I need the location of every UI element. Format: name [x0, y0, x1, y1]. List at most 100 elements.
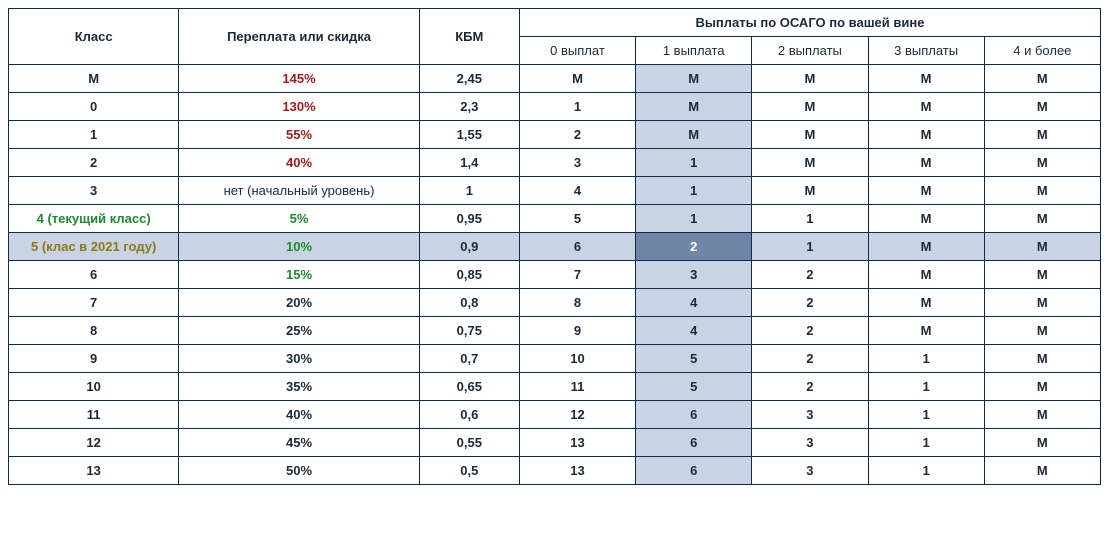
table-row: 5 (клас в 2021 году)10%0,9621ММ [9, 233, 1101, 261]
cell-kbm: 0,65 [419, 373, 519, 401]
col-header-kbm: КБМ [419, 9, 519, 65]
cell-p1: 5 [636, 345, 752, 373]
cell-kbm: 0,7 [419, 345, 519, 373]
cell-p0: 2 [519, 121, 635, 149]
cell-p2: М [752, 65, 868, 93]
cell-p0: 4 [519, 177, 635, 205]
table-row: 720%0,8842ММ [9, 289, 1101, 317]
table-row: 1035%0,6511521М [9, 373, 1101, 401]
cell-p3: М [868, 261, 984, 289]
cell-kbm: 0,55 [419, 429, 519, 457]
cell-p2: 2 [752, 289, 868, 317]
cell-p1: М [636, 93, 752, 121]
cell-overpay: 15% [179, 261, 419, 289]
col-header-p3: 3 выплаты [868, 37, 984, 65]
cell-p4: М [984, 261, 1100, 289]
cell-p3: М [868, 93, 984, 121]
cell-p4: М [984, 457, 1100, 485]
cell-p4: М [984, 345, 1100, 373]
col-header-overpay: Переплата или скидка [179, 9, 419, 65]
cell-p0: 3 [519, 149, 635, 177]
cell-overpay: 40% [179, 149, 419, 177]
cell-p3: М [868, 177, 984, 205]
cell-p1: 3 [636, 261, 752, 289]
cell-p2: 3 [752, 457, 868, 485]
table-row: 1350%0,513631М [9, 457, 1101, 485]
cell-class: 9 [9, 345, 179, 373]
cell-class: 0 [9, 93, 179, 121]
cell-overpay: 35% [179, 373, 419, 401]
table-row: 3нет (начальный уровень)141МММ [9, 177, 1101, 205]
cell-overpay: 30% [179, 345, 419, 373]
table-row: 4 (текущий класс)5%0,95511ММ [9, 205, 1101, 233]
cell-p4: М [984, 233, 1100, 261]
cell-p0: 13 [519, 429, 635, 457]
cell-p1: 5 [636, 373, 752, 401]
cell-p4: М [984, 429, 1100, 457]
cell-p3: М [868, 65, 984, 93]
cell-p2: 3 [752, 401, 868, 429]
cell-p3: 1 [868, 345, 984, 373]
table-row: 825%0,75942ММ [9, 317, 1101, 345]
cell-p3: 1 [868, 457, 984, 485]
cell-p4: М [984, 205, 1100, 233]
cell-class: 6 [9, 261, 179, 289]
cell-overpay: 10% [179, 233, 419, 261]
col-header-class: Класс [9, 9, 179, 65]
cell-p1: 4 [636, 317, 752, 345]
cell-class: 2 [9, 149, 179, 177]
table-head: Класс Переплата или скидка КБМ Выплаты п… [9, 9, 1101, 65]
table-row: 155%1,552ММММ [9, 121, 1101, 149]
cell-kbm: 1 [419, 177, 519, 205]
cell-p1: 1 [636, 205, 752, 233]
cell-p2: 1 [752, 233, 868, 261]
cell-p3: 1 [868, 429, 984, 457]
cell-p4: М [984, 289, 1100, 317]
cell-kbm: 1,55 [419, 121, 519, 149]
cell-p3: 1 [868, 401, 984, 429]
cell-p2: М [752, 149, 868, 177]
cell-p0: 11 [519, 373, 635, 401]
cell-class: 10 [9, 373, 179, 401]
cell-p2: 2 [752, 261, 868, 289]
cell-p4: М [984, 401, 1100, 429]
cell-p4: М [984, 65, 1100, 93]
cell-p2: 1 [752, 205, 868, 233]
cell-p3: М [868, 289, 984, 317]
cell-p0: 5 [519, 205, 635, 233]
kbm-table: Класс Переплата или скидка КБМ Выплаты п… [8, 8, 1101, 485]
cell-kbm: 0,95 [419, 205, 519, 233]
cell-p3: М [868, 317, 984, 345]
cell-overpay: 50% [179, 457, 419, 485]
col-header-p2: 2 выплаты [752, 37, 868, 65]
cell-class: М [9, 65, 179, 93]
cell-kbm: 1,4 [419, 149, 519, 177]
table-body: М145%2,45МММММ0130%2,31ММММ155%1,552ММММ… [9, 65, 1101, 485]
cell-p1: 1 [636, 149, 752, 177]
cell-p2: М [752, 121, 868, 149]
col-header-p1: 1 выплата [636, 37, 752, 65]
cell-p2: 2 [752, 317, 868, 345]
table-row: М145%2,45МММММ [9, 65, 1101, 93]
cell-p3: М [868, 205, 984, 233]
table-row: 0130%2,31ММММ [9, 93, 1101, 121]
cell-p4: М [984, 93, 1100, 121]
cell-overpay: 25% [179, 317, 419, 345]
cell-p2: 2 [752, 345, 868, 373]
cell-p0: 10 [519, 345, 635, 373]
cell-p2: 3 [752, 429, 868, 457]
cell-p1: М [636, 65, 752, 93]
table-row: 930%0,710521М [9, 345, 1101, 373]
cell-overpay: 5% [179, 205, 419, 233]
cell-overpay: 145% [179, 65, 419, 93]
cell-class: 8 [9, 317, 179, 345]
cell-overpay: нет (начальный уровень) [179, 177, 419, 205]
cell-p3: М [868, 121, 984, 149]
cell-p1: 6 [636, 429, 752, 457]
cell-class: 11 [9, 401, 179, 429]
cell-kbm: 2,45 [419, 65, 519, 93]
cell-p1: 4 [636, 289, 752, 317]
cell-overpay: 55% [179, 121, 419, 149]
cell-p1: М [636, 121, 752, 149]
cell-kbm: 0,75 [419, 317, 519, 345]
